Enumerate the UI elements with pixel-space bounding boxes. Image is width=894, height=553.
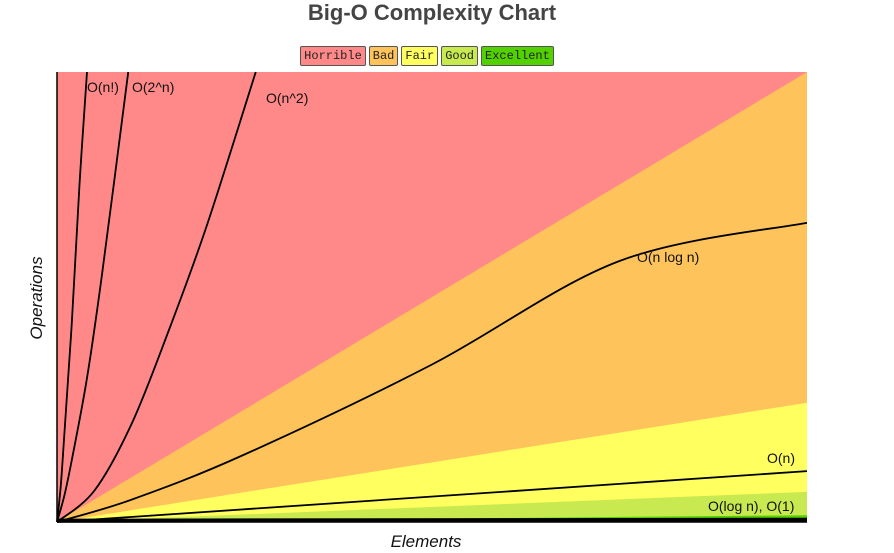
curve-o-2-n — [56, 71, 130, 523]
chart-axes — [56, 72, 807, 523]
label-o-2-n: O(2^n) — [132, 79, 174, 95]
y-axis-label: Operations — [27, 256, 46, 340]
label-o-n-log-n: O(n log n) — [637, 249, 699, 265]
region-bad — [57, 72, 807, 522]
complexity-regions — [57, 72, 807, 522]
legend-item-good: Good — [441, 46, 479, 66]
curve-labels: O(n!) O(2^n) O(n^2) O(n log n) O(n) O(log n),… — [87, 79, 795, 514]
legend-item-horrible: Horrible — [300, 46, 366, 66]
curve-o-n — [56, 470, 808, 523]
legend-item-excellent: Excellent — [481, 46, 554, 66]
legend-item-fair: Fair — [401, 46, 439, 66]
complexity-curves — [56, 71, 808, 523]
label-o-n: O(n!) — [87, 79, 119, 95]
region-fair — [57, 402, 807, 522]
chart-title: Big-O Complexity Chart — [307, 0, 557, 25]
label-o-log-n-o-1: O(log n), O(1) — [708, 498, 794, 514]
legend-item-bad: Bad — [368, 46, 399, 66]
chart-legend: Horrible Bad Fair Good Excellent — [0, 46, 854, 66]
x-axis-label: Elements — [391, 532, 462, 551]
curve-o-log-n-o-1 — [56, 517, 808, 523]
region-good — [57, 491, 807, 522]
label-o-n-2: O(n^2) — [266, 90, 308, 106]
label-o-n: O(n) — [767, 450, 795, 466]
curve-o-n-2 — [56, 71, 257, 523]
curve-o-n — [56, 71, 88, 523]
curve-o-n-log-n — [56, 221, 808, 523]
